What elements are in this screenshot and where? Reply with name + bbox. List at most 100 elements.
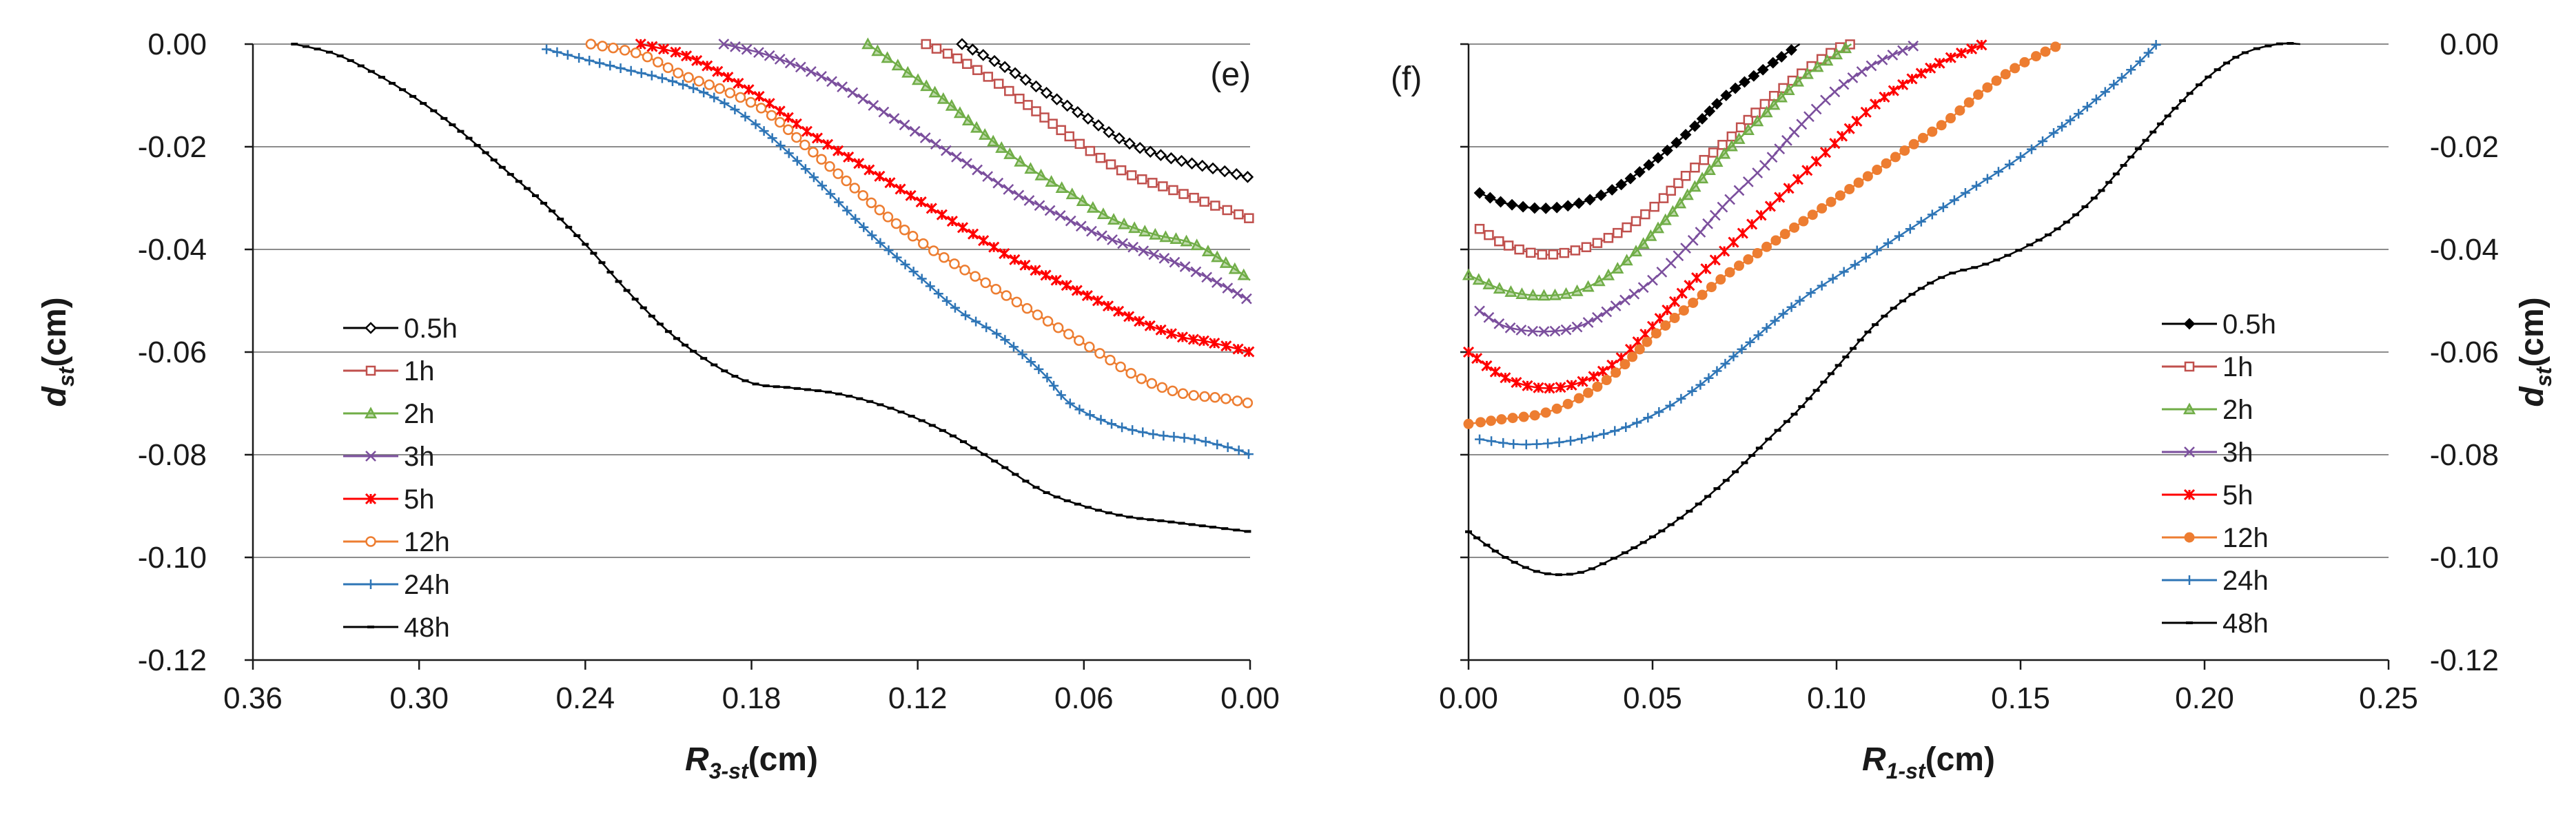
legend-item: 5h (2162, 480, 2253, 511)
data-point (1637, 237, 1650, 249)
y-tick-label: -0.08 (2430, 438, 2499, 472)
y-tick-label: -0.04 (2430, 233, 2499, 267)
data-point (1045, 175, 1058, 187)
data-point (970, 271, 981, 282)
data-point (1915, 68, 1927, 79)
series-48h (1465, 41, 2300, 577)
data-point (1199, 391, 1210, 402)
legend-item: 3h (343, 442, 435, 472)
series-line (724, 43, 1251, 302)
data-point (1708, 147, 1719, 158)
data-point (1201, 271, 1213, 283)
series-1h (921, 39, 1254, 223)
legend-label: 24h (404, 570, 450, 600)
data-point (1021, 302, 1033, 314)
data-point (806, 66, 817, 77)
data-point (1504, 285, 1517, 297)
data-point (1817, 280, 1827, 291)
x-tick-label: 0.05 (1623, 681, 1682, 715)
data-point (1573, 197, 1585, 209)
data-point (928, 245, 939, 256)
data-point (719, 98, 730, 108)
data-point (1496, 414, 1507, 425)
y-tick-label: -0.12 (2430, 644, 2499, 677)
data-point (950, 302, 960, 313)
data-point (1219, 256, 1232, 268)
x-tick-label: 0.24 (556, 681, 615, 715)
data-point (843, 151, 855, 163)
data-point (790, 118, 802, 130)
data-point (1733, 185, 1745, 196)
legend-marker (2183, 488, 2196, 501)
data-point (1963, 97, 1974, 108)
data-point (1728, 236, 1739, 248)
data-point (1074, 138, 1085, 150)
y-tick-label: -0.04 (138, 233, 207, 267)
data-point (980, 277, 991, 289)
data-point (1899, 145, 1910, 156)
data-point (832, 145, 844, 156)
data-point (1976, 39, 1987, 51)
data-point (1801, 67, 1814, 79)
data-point (597, 41, 608, 52)
data-point (1955, 48, 1967, 59)
data-point (1566, 435, 1576, 446)
data-point (1865, 60, 1877, 72)
data-point (1065, 215, 1076, 227)
data-point (1700, 263, 1712, 275)
data-point (1577, 375, 1588, 387)
data-point (691, 54, 703, 66)
data-point (1155, 324, 1167, 336)
data-point (1075, 220, 1087, 232)
data-point (1493, 282, 1506, 294)
data-point (1621, 422, 1631, 433)
data-point (1481, 360, 1493, 371)
data-point (1134, 142, 1146, 154)
data-point (626, 65, 636, 76)
data-point (1592, 238, 1603, 248)
data-point (1223, 442, 1233, 453)
data-point (1760, 105, 1773, 118)
data-point (740, 112, 750, 122)
data-point (1207, 162, 1219, 175)
data-point (1008, 342, 1019, 352)
data-point (1894, 231, 1904, 241)
data-point (608, 42, 619, 54)
data-point (1927, 126, 1938, 137)
data-point (1096, 230, 1107, 242)
data-point (1463, 418, 1474, 429)
data-point (1643, 413, 1653, 423)
data-point (1761, 323, 1772, 333)
data-point (678, 79, 688, 90)
data-point (1966, 43, 1978, 55)
legend-item: 12h (343, 527, 450, 557)
data-point (1642, 336, 1653, 347)
data-point (1555, 382, 1566, 393)
data-point (921, 39, 931, 50)
data-point (992, 329, 1002, 339)
data-point (1096, 415, 1106, 425)
data-point (1779, 229, 1790, 240)
data-point (1049, 380, 1059, 391)
data-point (1728, 351, 1739, 362)
data-point (1462, 268, 1475, 280)
data-point (1526, 247, 1536, 258)
data-point (2027, 144, 2037, 154)
chart-panel-e: 0.00 -0.02 -0.04 -0.06 -0.08 -0.10 -0.12 0.36 0.… (37, 28, 1280, 783)
data-point (808, 172, 819, 183)
data-point (1582, 317, 1594, 328)
data-point (1201, 245, 1215, 257)
series-24h (1475, 39, 2161, 450)
data-point (775, 141, 786, 151)
data-point (1511, 377, 1522, 389)
data-point (901, 65, 914, 78)
data-point (1629, 245, 1643, 257)
data-point (1138, 225, 1152, 237)
data-point (936, 209, 948, 220)
data-point (941, 296, 952, 306)
data-point (1136, 373, 1147, 384)
data-point (1526, 288, 1540, 300)
data-point (930, 138, 941, 150)
series-2h (861, 37, 1251, 281)
data-point (2000, 69, 2011, 80)
